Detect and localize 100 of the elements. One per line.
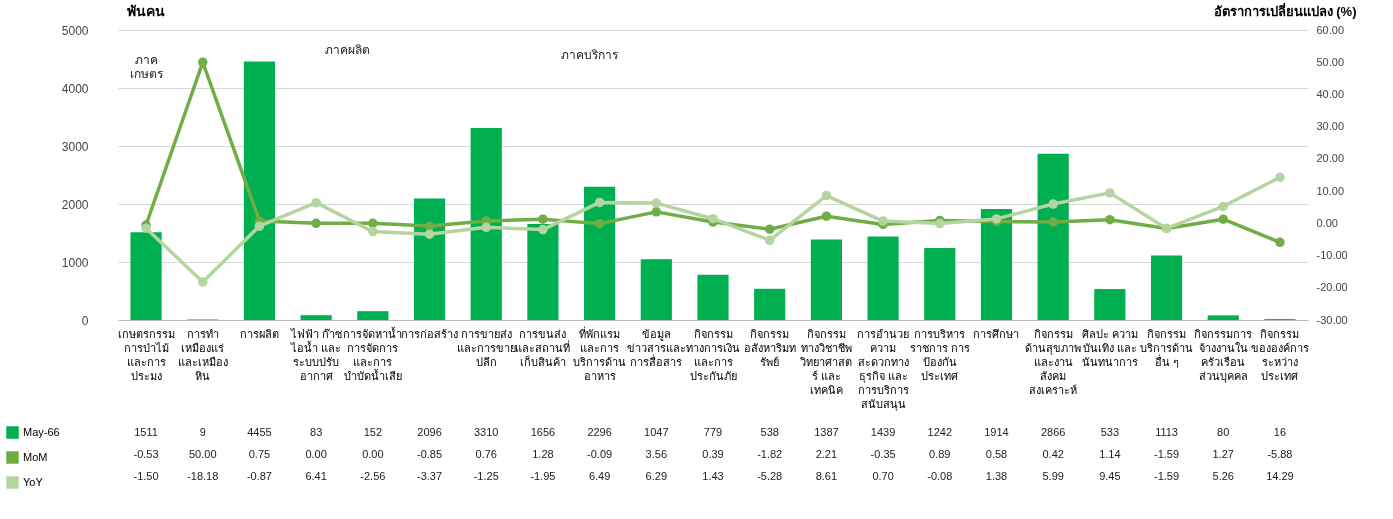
x-tick-label: กิจกรรม บริการด้าน อื่น ๆ: [1140, 327, 1194, 368]
y2-tick-label: 10.00: [1316, 184, 1345, 197]
y2-tick-label: 40.00: [1316, 87, 1345, 100]
y-tick-label: 4000: [61, 81, 89, 96]
point: [594, 218, 605, 229]
data-label: 14.29: [1266, 470, 1294, 482]
point: [1218, 214, 1228, 224]
data-label: 80: [1217, 426, 1230, 438]
y2-tick-label: -20.00: [1316, 281, 1348, 294]
y-tick-label: 0: [81, 313, 89, 328]
data-label: 1113: [1155, 426, 1178, 438]
data-label: 0.76: [475, 448, 497, 460]
data-label: -1.25: [473, 470, 499, 482]
data-label: -0.35: [870, 448, 896, 460]
data-label: -3.37: [416, 470, 443, 482]
data-label: 5.26: [1212, 470, 1234, 482]
x-tick-label: กิจกรรม ด้านสุขภาพ และงาน สังคม สงเคราะห์: [1025, 327, 1082, 396]
data-label: 1242: [927, 426, 953, 438]
point: [1275, 172, 1285, 183]
y2-tick-label: -10.00: [1316, 249, 1348, 262]
data-label: 1914: [984, 426, 1009, 438]
data-label: 5.99: [1042, 470, 1064, 482]
data-label: -2.56: [360, 470, 386, 482]
x-tick-label: ข้อมูล ข่าวสารและ การสื่อสาร: [626, 327, 686, 368]
bar: [980, 208, 1013, 320]
point: [424, 221, 435, 231]
data-label: 16: [1273, 426, 1287, 438]
x-tick-label: การผลิต: [239, 327, 279, 340]
data-label: 538: [760, 426, 779, 438]
data-label: 0.42: [1042, 448, 1064, 460]
point: [311, 218, 321, 229]
point: [764, 235, 775, 246]
y-tick-label: 3000: [61, 139, 89, 154]
data-label: 6.29: [645, 470, 668, 482]
data-label: 1.27: [1212, 448, 1234, 460]
point: [1275, 237, 1285, 248]
y2-axis-title: อัตราการเปลี่ยนแปลง (%): [1213, 1, 1357, 19]
y-tick-label: 1000: [61, 255, 89, 270]
bar: [357, 311, 389, 320]
data-label: 3310: [473, 426, 499, 438]
data-label: 152: [363, 426, 383, 438]
point: [254, 221, 265, 231]
data-label: 2.21: [815, 448, 838, 460]
bar: [1037, 153, 1069, 320]
y-axis-title: พันคน: [126, 2, 165, 19]
data-label: -5.88: [1267, 448, 1293, 460]
point: [1048, 199, 1058, 209]
point: [764, 224, 775, 234]
point: [708, 213, 718, 224]
bar: [924, 247, 956, 320]
legend-label: YoY: [23, 475, 44, 488]
data-label: 0.75: [248, 448, 271, 460]
data-label: 1439: [870, 426, 896, 438]
data-label: -5.28: [757, 470, 783, 482]
legend-label: MoM: [23, 450, 48, 463]
point: [538, 214, 548, 224]
data-label: 0.00: [362, 448, 384, 460]
point: [1105, 214, 1115, 225]
bar: [527, 223, 559, 320]
bar: [1150, 255, 1183, 320]
data-label: 4455: [247, 426, 272, 438]
point: [821, 211, 832, 221]
y2-tick-label: 50.00: [1316, 55, 1345, 68]
data-label: 0.89: [929, 448, 951, 460]
point: [594, 197, 605, 208]
bar: [640, 259, 672, 320]
bar: [697, 274, 729, 320]
bar: [1094, 289, 1126, 320]
point: [821, 190, 832, 201]
annotation: ภาค เกษตร: [129, 53, 164, 81]
point: [311, 197, 321, 208]
y2-tick-label: -30.00: [1316, 313, 1348, 326]
data-label: 0.70: [872, 470, 894, 482]
x-tick-label: การก่อสร้าง: [401, 327, 459, 340]
data-label: -1.59: [1154, 448, 1180, 460]
data-label: 0.58: [985, 448, 1008, 460]
point: [368, 218, 378, 229]
data-label: -1.82: [757, 448, 783, 460]
data-label: 2866: [1040, 426, 1066, 438]
x-tick-label: เกษตรกรรม การป่าไม้ และการ ประมง: [117, 327, 175, 382]
point: [481, 222, 491, 233]
bar: [584, 186, 616, 320]
y-tick-label: 2000: [61, 197, 89, 212]
bar: [1207, 315, 1239, 320]
data-label: -0.53: [133, 448, 159, 460]
data-label: 50.00: [188, 448, 217, 460]
annotation: ภาคผลิต: [325, 43, 371, 57]
x-tick-label: กิจกรรม ทางวิชาชีพ วิทยาศาสต ร์ และ เทคนิค: [799, 327, 853, 396]
x-tick-label: ไฟฟ้า ก๊าซ ไอน้ำ และ ระบบปรับ อากาศ: [289, 327, 343, 382]
point: [1105, 188, 1115, 198]
data-label: 3.56: [645, 448, 668, 460]
y2-tick-label: 60.00: [1316, 23, 1345, 36]
annotation: ภาคบริการ: [561, 48, 620, 62]
point: [651, 198, 662, 208]
x-tick-label: การขนส่ง และสถานที่ เก็บสินค้า: [515, 327, 571, 368]
point: [424, 229, 435, 239]
y-tick-label: 5000: [61, 23, 89, 38]
data-label: 8.61: [815, 470, 838, 482]
data-label: 9.45: [1099, 470, 1121, 482]
x-tick-label: การจัดหาน้ำ การจัดการ และการ บำบัดน้ำเสีย: [343, 325, 403, 382]
